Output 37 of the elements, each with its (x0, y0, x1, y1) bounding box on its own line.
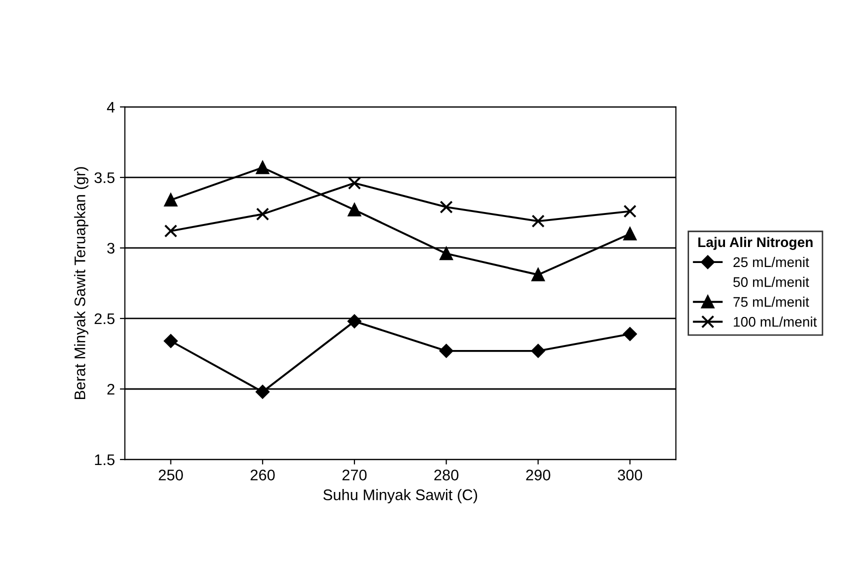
y-tick-label: 2.5 (94, 313, 114, 324)
legend-label: 75 mL/menit (733, 296, 810, 307)
y-tick-label: 4 (106, 102, 115, 112)
y-axis-title: Berat Minyak Sawit Teruapkan (gr) (74, 167, 88, 399)
point (348, 203, 361, 216)
point (440, 200, 453, 214)
point (164, 224, 178, 238)
x-tick-label: 260 (250, 470, 275, 480)
point (531, 344, 545, 358)
point (256, 208, 270, 221)
y-tick-label: 3 (107, 242, 114, 254)
x-tick-label: 250 (158, 470, 183, 480)
point (532, 268, 545, 282)
x-tick-label: 270 (342, 470, 367, 480)
x-tick-label: 280 (434, 470, 458, 480)
point (532, 214, 545, 228)
y-tick-label: 1.5 (95, 454, 114, 466)
point (256, 384, 270, 399)
point (348, 176, 361, 190)
point (623, 204, 636, 218)
x-axis-title: Suhu Minyak Sawit (C) (323, 489, 478, 504)
point (164, 193, 178, 207)
y-tick-label: 2 (107, 384, 114, 395)
point (440, 247, 453, 260)
x-tick-label: 290 (526, 470, 550, 480)
x-tick-label: 300 (618, 470, 642, 480)
point (439, 344, 454, 358)
text: 50 mL/menit (733, 276, 810, 287)
point (256, 161, 270, 174)
point (623, 227, 636, 240)
legend-title: Laju Alir Nitrogen (698, 236, 813, 250)
legend-label: 25 mL/menit (733, 256, 810, 268)
point (164, 334, 178, 348)
legend-label: 100 mL/menit (734, 316, 817, 327)
y-tick-label: 3.5 (94, 172, 114, 184)
point (348, 314, 362, 328)
point (623, 327, 637, 341)
